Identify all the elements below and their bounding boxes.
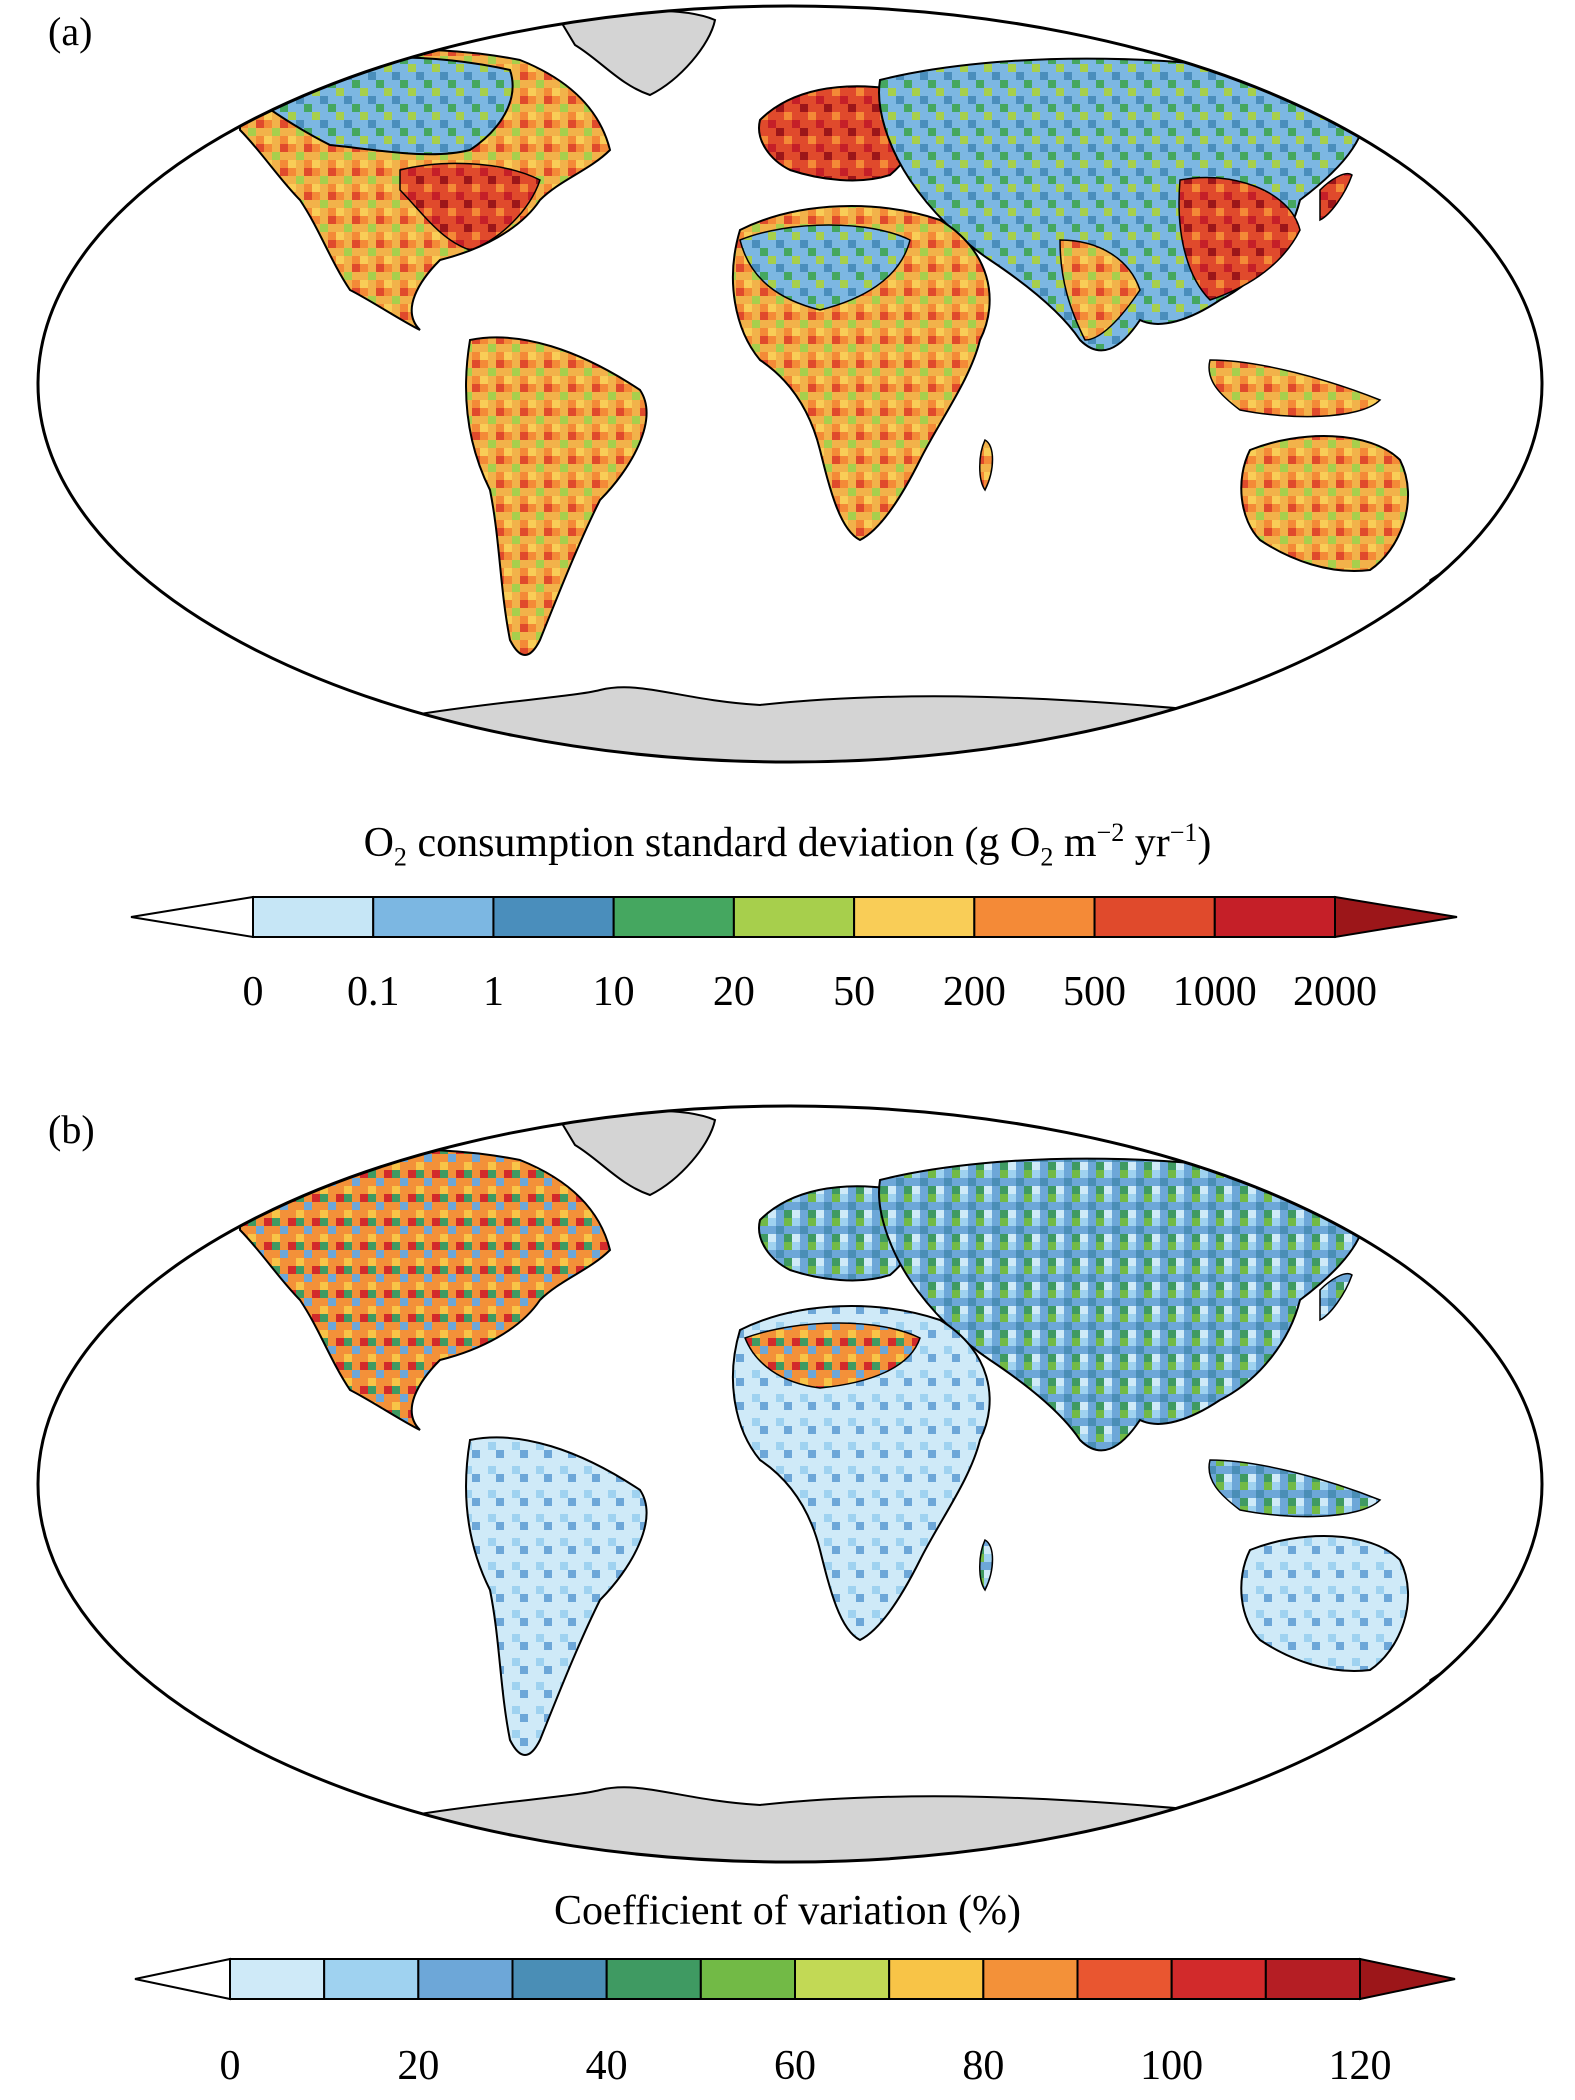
map-frame-b [36,1104,1544,1864]
colorbar-tick-label: 2000 [1293,969,1377,1015]
colorbar-tick-label: 0 [242,969,264,1015]
india-shape [1059,239,1141,341]
colorbar-tick-label: 1000 [1172,969,1257,1015]
map-panel-b [36,1104,1544,1864]
europe-shape [758,85,919,182]
colorbar-segment [794,1958,891,2000]
map-frame-a [36,4,1544,764]
colorbar-under-extension [134,1957,231,2001]
colorbar-tick-label: 200 [942,969,1006,1015]
eastern-us-shape [399,162,541,251]
colorbar-a [130,895,1458,939]
colorbar-tick-label: 0 [219,2043,241,2089]
china-shape [1178,176,1301,301]
north-america-shape-b [239,1148,612,1431]
colorbar-under-extension [130,895,254,939]
antarctica-shape-b [257,1786,1303,1862]
japan-shape [1319,173,1353,222]
colorbar-segment [982,1958,1079,2000]
australia-shape-b [1240,1535,1409,1672]
colorbar-over-extension [1334,895,1458,939]
indonesia-shape [1208,359,1382,418]
colorbar-tick-label: 0.1 [346,969,400,1015]
madagascar-shape-b [979,1538,994,1592]
australia-shape [1240,435,1409,572]
greenland-shape-b [558,1109,717,1197]
colorbar-segment [732,896,856,938]
colorbar-b [134,1957,1456,2001]
colorbar-tick-label: 40 [585,2043,628,2089]
colorbar-over-extension [1359,1957,1456,2001]
europe-shape-b [758,1185,919,1282]
colorbar-segment [229,1958,326,2000]
colorbar-tick-label: 60 [774,2043,816,2089]
panel-a-label: (a) [48,9,93,54]
colorbar-tick-label: 80 [962,2043,1005,2089]
colorbar-segment [1213,896,1337,938]
colorbar-segment [1076,1958,1173,2000]
south-america-shape-b [465,1436,648,1756]
colorbar-segment [1264,1958,1362,2000]
colorbar-segment [323,1958,420,2000]
colorbar-segment [612,896,735,938]
south-america-shape [465,336,648,656]
madagascar-shape [979,438,994,492]
sahara-shape [739,224,911,311]
colorbar-segment [511,1958,608,2000]
map-panel-a [36,4,1544,764]
colorbar-tick-label: 500 [1063,969,1127,1015]
sahara-shape-b [744,1322,921,1389]
new-zealand-shape [1429,553,1472,597]
colorbar-segment [973,896,1096,938]
antarctica-shape [257,686,1303,762]
colorbar-tick-label: 100 [1140,2043,1204,2089]
colorbar-tick-label: 50 [833,969,876,1015]
africa-shape-b [731,1305,991,1642]
colorbar-segment [1170,1958,1267,2000]
panel-b-label: (b) [48,1107,95,1152]
new-zealand-shape-b [1429,1653,1472,1697]
colorbar-segment [252,896,375,938]
colorbar-title-b: Coefficient of variation (%) [554,1888,1021,1934]
colorbar-tick-label: 20 [397,2043,440,2089]
colorbar-tick-label: 1 [482,969,504,1015]
colorbar-segment [605,1958,702,2000]
colorbar-segment [372,896,495,938]
greenland-shape [558,9,717,97]
colorbar-title-a: O2 consumption standard deviation (g O2 … [363,818,1212,872]
colorbar-tick-label: 20 [712,969,755,1015]
colorbar-segment [1093,896,1216,938]
colorbar-segment [699,1958,796,2000]
colorbar-segment [492,896,615,938]
colorbar-segment [853,896,976,938]
colorbar-tick-label: 120 [1328,2043,1392,2089]
colorbar-segment [888,1958,985,2000]
japan-shape-b [1319,1273,1353,1322]
colorbar-tick-label: 10 [592,969,635,1015]
indonesia-shape-b [1208,1459,1382,1518]
colorbar-segment [417,1958,514,2000]
